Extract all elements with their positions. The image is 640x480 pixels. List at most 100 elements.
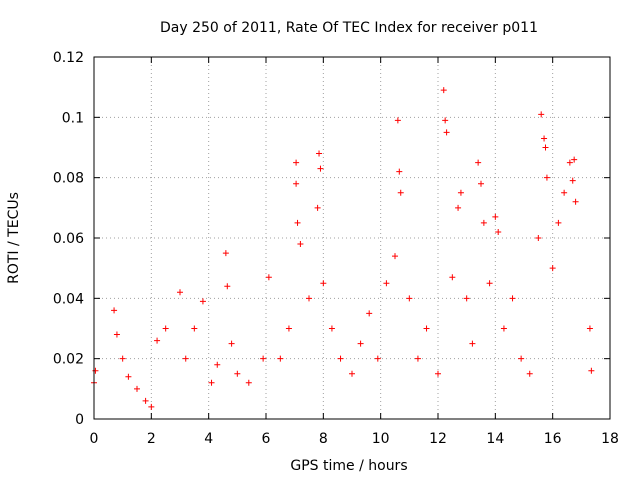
x-tick-label: 4 xyxy=(204,431,213,447)
data-point xyxy=(191,325,198,332)
data-point xyxy=(328,325,335,332)
data-point xyxy=(177,289,183,296)
data-point xyxy=(486,280,493,287)
data-point xyxy=(111,307,118,314)
data-point xyxy=(396,168,403,175)
x-tick-label: 12 xyxy=(429,431,447,447)
data-point xyxy=(572,198,579,205)
data-point xyxy=(457,189,464,196)
data-point xyxy=(314,204,321,211)
data-point xyxy=(142,397,149,404)
data-point xyxy=(293,180,300,187)
data-point xyxy=(349,370,355,377)
data-point xyxy=(265,274,272,281)
data-point xyxy=(492,213,499,220)
data-point xyxy=(569,177,576,184)
data-point xyxy=(294,219,301,226)
data-point xyxy=(148,403,155,410)
data-point xyxy=(224,283,231,290)
data-point xyxy=(317,165,324,172)
data-point xyxy=(392,253,398,260)
data-point xyxy=(199,298,206,305)
data-point xyxy=(566,159,573,166)
data-point xyxy=(543,174,550,181)
data-point xyxy=(455,204,462,211)
grid-lines xyxy=(94,57,610,419)
y-tick-label: 0.04 xyxy=(53,291,84,307)
y-axis-label: ROTI / TECUs xyxy=(6,192,22,284)
x-tick-label: 14 xyxy=(486,431,504,447)
data-point xyxy=(443,129,450,136)
data-point xyxy=(571,156,578,163)
data-point xyxy=(113,331,120,338)
data-point xyxy=(469,340,476,347)
data-point xyxy=(293,159,300,166)
data-point xyxy=(475,159,482,166)
data-point xyxy=(440,87,447,94)
data-point xyxy=(495,228,502,235)
data-point xyxy=(586,325,593,332)
data-point xyxy=(509,295,516,302)
y-tick-label: 0.08 xyxy=(53,171,84,187)
data-point xyxy=(125,373,132,380)
axis-ticks xyxy=(93,56,611,420)
data-point xyxy=(297,241,304,248)
plot-frame xyxy=(93,56,611,420)
data-point xyxy=(463,295,470,302)
x-tick-label: 18 xyxy=(601,431,619,447)
y-tick-labels: 0 0.02 0.04 0.06 0.08 0.1 0.12 xyxy=(53,50,84,428)
data-point xyxy=(260,355,267,362)
data-point xyxy=(397,189,404,196)
y-tick-label: 0.12 xyxy=(53,50,84,66)
data-point xyxy=(394,117,401,124)
data-point xyxy=(182,355,189,362)
data-point xyxy=(383,280,390,287)
x-tick-label: 16 xyxy=(544,431,562,447)
data-point xyxy=(480,219,487,226)
x-tick-label: 2 xyxy=(147,431,156,447)
data-point xyxy=(555,219,562,226)
data-point xyxy=(478,180,484,187)
data-point xyxy=(337,355,344,362)
y-tick-label: 0.1 xyxy=(62,110,84,126)
data-point xyxy=(222,250,229,257)
data-point xyxy=(588,367,595,374)
x-tick-label: 10 xyxy=(372,431,390,447)
data-point xyxy=(561,189,568,196)
x-tick-label: 0 xyxy=(90,431,99,447)
data-point xyxy=(542,144,549,151)
data-point xyxy=(449,274,456,281)
data-point xyxy=(442,117,449,124)
data-point xyxy=(435,370,441,377)
data-point xyxy=(316,150,323,157)
data-point xyxy=(92,367,99,374)
data-point xyxy=(162,325,169,332)
data-point xyxy=(119,355,126,362)
data-point xyxy=(234,370,241,377)
x-tick-label: 6 xyxy=(262,431,271,447)
y-tick-label: 0.06 xyxy=(53,231,84,247)
data-point xyxy=(549,265,556,272)
data-point xyxy=(357,340,364,347)
x-tick-labels: 0 2 4 6 8 10 12 14 16 18 xyxy=(90,431,619,447)
x-tick-label: 8 xyxy=(319,431,328,447)
data-point xyxy=(500,325,507,332)
data-point xyxy=(306,295,312,302)
data-point xyxy=(208,379,215,386)
data-point xyxy=(535,235,542,241)
data-point xyxy=(406,295,413,302)
data-point xyxy=(366,310,373,317)
data-points xyxy=(91,87,595,410)
y-tick-label: 0.02 xyxy=(53,352,84,368)
data-point xyxy=(228,340,235,347)
data-point xyxy=(154,337,161,344)
chart-title: Day 250 of 2011, Rate Of TEC Index for r… xyxy=(160,20,538,36)
data-point xyxy=(374,355,381,362)
data-point xyxy=(423,325,430,332)
x-axis-label: GPS time / hours xyxy=(290,458,407,474)
data-point xyxy=(320,280,327,287)
data-point xyxy=(414,355,421,362)
data-point xyxy=(285,325,292,332)
data-point xyxy=(277,355,284,362)
